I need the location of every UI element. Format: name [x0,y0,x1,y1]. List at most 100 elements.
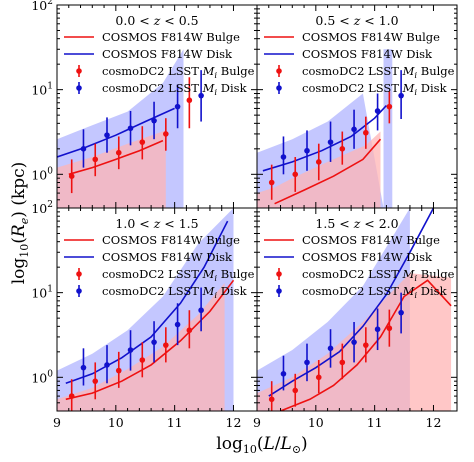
cosmos-bulge-line [274,138,382,205]
legend-cosmodc2-bulge-marker [76,271,82,277]
bulge-point [163,342,169,348]
cosmos-bulge-line [68,139,164,176]
x-tick-label: 11 [167,415,183,430]
cosmos-bulge-line [65,279,235,401]
legend-cosmodc2-disk-label: cosmoDC2 LSST Mi Disk [102,284,248,301]
bulge-band [57,130,166,208]
bulge-point [186,327,193,334]
bulge-point [315,159,322,165]
disk-point [127,125,134,132]
legend-cosmodc2-disk-marker [76,85,82,91]
disk-point [374,326,381,333]
bulge-point [386,103,393,110]
disk-point [327,139,334,145]
disk-point [80,364,87,371]
legend-cosmos-bulge-label: COSMOS F814W Bulge [302,30,440,44]
bulge-point [292,171,299,178]
x-tick-label: 12 [226,415,242,430]
x-tick-label: 10 [308,415,324,430]
y-tick-label: 101 [31,285,53,301]
disk-point [327,345,334,352]
x-tick-label: 9 [53,415,61,430]
legend-cosmodc2-disk-label: cosmoDC2 LSST Mi Disk [302,284,448,301]
disk-point [398,92,404,99]
legend-cosmodc2-bulge-marker [276,68,282,74]
x-tick-label: 10 [108,415,124,430]
disk-point [374,108,381,114]
legend-cosmos-disk-label: COSMOS F814W Disk [102,47,233,61]
legend-cosmodc2-bulge-marker [76,68,82,74]
legend-cosmodc2-bulge-label: cosmoDC2 LSST Mi Bulge [102,267,255,284]
bulge-point [68,173,75,179]
x-tick-label: 9 [253,415,261,430]
bulge-point [186,97,193,104]
figure-axes: log10(Re) (kpc) log10(L/L⊙) 9 10 11 12 9 10 11… [9,0,441,456]
legend-cosmos-bulge-label: COSMOS F814W Bulge [102,30,240,44]
disk-point [280,154,287,160]
plot-area [257,208,452,411]
legend-cosmodc2-disk-label: cosmoDC2 LSST Mi Disk [302,81,448,98]
disk-point [198,307,204,314]
panel-grid: 0.0 < z < 0.5 COSMOS F814W Bulge COSMOS F8… [56,4,458,412]
plot-area [257,49,404,208]
y-axis-label: log10(Re) (kpc) [9,162,31,285]
legend-cosmodc2-disk-marker [276,85,282,91]
bulge-point [163,131,169,137]
cosmos-disk-line [65,220,229,385]
legend: COSMOS F814W Bulge COSMOS F814W Disk cosmo… [264,233,455,301]
disk-point [80,146,87,152]
legend-cosmos-disk-label: COSMOS F814W Disk [302,47,433,61]
legend: COSMOS F814W Bulge COSMOS F814W Disk cosmo… [64,233,255,301]
disk-point [198,92,204,99]
disk-point [398,309,404,316]
bulge-point [139,139,146,145]
bulge-point [68,393,75,399]
y-tick-label: 101 [31,82,53,98]
bulge-point [92,378,99,384]
bulge-point [115,367,122,374]
bulge-point [386,325,393,332]
legend: COSMOS F814W Bulge COSMOS F814W Disk cosmo… [64,30,255,98]
legend-cosmodc2-bulge-label: cosmoDC2 LSST Mi Bulge [102,64,255,81]
x-axis-label: log10(L/L⊙) [216,434,307,456]
disk-point [351,126,357,133]
bulge-point [315,374,322,381]
disk-point [351,339,357,345]
disk-point [127,347,134,353]
bulge-point [115,149,122,156]
bulge-point [363,342,369,348]
cosmos-disk-line [268,208,435,397]
legend-cosmodc2-disk-label: cosmoDC2 LSST Mi Disk [102,81,248,98]
disk-point [104,132,110,138]
disk-point [174,321,181,328]
bulge-point [363,129,369,136]
disk-point [304,147,310,154]
x-tick-label: 11 [367,415,383,430]
y-tick-label: 100 [31,166,53,182]
bulge-point [139,357,146,363]
legend-cosmodc2-bulge-label: cosmoDC2 LSST Mi Bulge [302,64,455,81]
y-tick-label: 102 [31,0,53,13]
disk-point [104,362,110,368]
redshift-bin-label: 1.5 < z < 2.0 [315,216,398,231]
legend-cosmodc2-bulge-marker [276,271,282,277]
disk-point [304,359,310,366]
redshift-bin-label: 0.0 < z < 0.5 [115,13,198,28]
plot-area [57,49,204,208]
y-tick-label: 102 [31,200,53,216]
disk-point [151,117,157,124]
legend-cosmos-bulge-label: COSMOS F814W Bulge [102,233,240,247]
disk-point [280,371,287,377]
redshift-bin-label: 1.0 < z < 1.5 [115,216,198,231]
legend: COSMOS F814W Bulge COSMOS F814W Disk cosmo… [264,30,455,98]
legend-cosmos-bulge-label: COSMOS F814W Bulge [302,233,440,247]
bulge-point [339,146,346,152]
legend-cosmodc2-disk-marker [276,288,282,294]
plot-area [57,208,235,411]
legend-cosmodc2-disk-marker [76,288,82,294]
legend-cosmodc2-bulge-label: cosmoDC2 LSST Mi Bulge [302,267,455,284]
disk-point [151,339,157,345]
